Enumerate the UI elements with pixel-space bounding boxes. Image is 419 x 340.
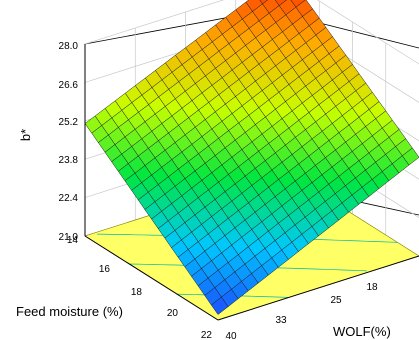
x-tick-label: 40 (225, 331, 237, 340)
y-tick-label: 18 (131, 287, 143, 298)
z-tick-label: 23.8 (59, 155, 79, 166)
surface-cell (259, 0, 269, 5)
y-axis-line (84, 235, 219, 321)
y-tick-label: 14 (67, 235, 79, 246)
x-tick-label: 33 (275, 315, 287, 326)
x-tick-label: 18 (366, 282, 378, 293)
y-tick-labels: 14 16 18 20 22 (67, 235, 213, 340)
x-axis-line (217, 255, 419, 321)
axes (84, 44, 419, 321)
z-tick-label: 26.6 (59, 80, 79, 91)
surface-cell (210, 296, 229, 315)
z-tick-label: 28.0 (59, 41, 79, 52)
z-tick-label: 21.0 (59, 232, 79, 243)
x-axis-title: WOLF(%) (333, 324, 391, 339)
x-tick-label: 25 (330, 295, 342, 306)
y-tick-label: 16 (99, 264, 111, 275)
z-tick-label: 22.4 (59, 193, 79, 204)
response-surface (84, 0, 419, 315)
z-tick-labels: 21.0 22.4 23.8 25.2 26.6 28.0 (59, 41, 79, 243)
y-tick-label: 20 (167, 308, 179, 319)
y-axis-title: Feed moisture (%) (16, 304, 123, 319)
x-tick-labels: 18 25 33 40 (225, 282, 378, 340)
z-tick-label: 25.2 (59, 117, 79, 128)
z-grid-line (84, 0, 419, 65)
y-tick-label: 22 (201, 330, 213, 340)
z-axis-title: b* (18, 129, 33, 141)
